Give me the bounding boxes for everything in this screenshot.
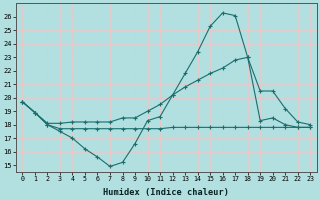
- X-axis label: Humidex (Indice chaleur): Humidex (Indice chaleur): [103, 188, 229, 197]
